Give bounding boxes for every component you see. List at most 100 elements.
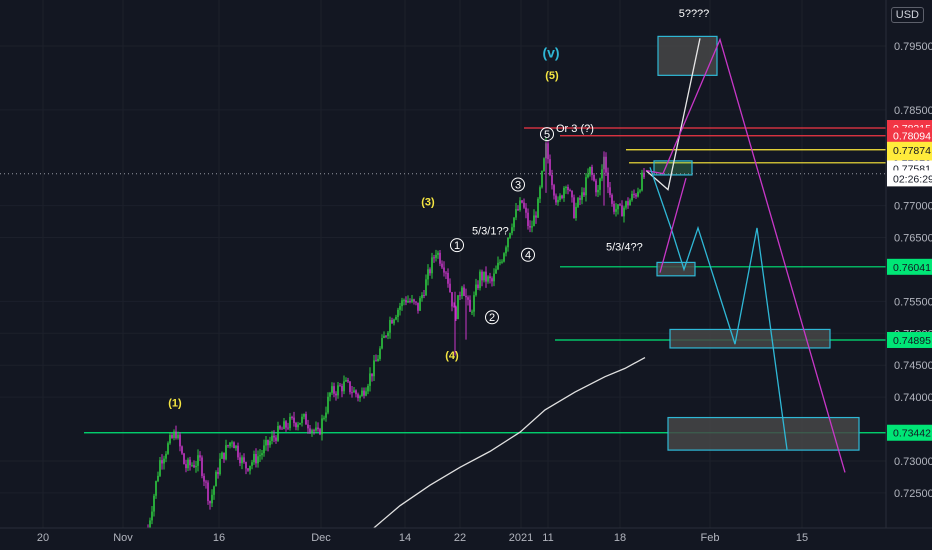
price-axis[interactable]: 0.795000.785000.770000.765000.755000.750… (885, 0, 932, 550)
candle-body (261, 453, 263, 456)
time-tick-label: Dec (311, 532, 331, 544)
candle-body (617, 204, 619, 210)
candle-body (295, 422, 297, 428)
price-tag-label: 0.78094 (893, 131, 931, 143)
candle-body (535, 215, 537, 218)
circled-wave-marker (450, 238, 464, 253)
candle-body (251, 462, 253, 466)
time-tick-label: 18 (614, 532, 626, 544)
candle-body (151, 511, 153, 521)
candle-body (453, 306, 455, 308)
candle-body (193, 465, 195, 468)
candle-body (563, 187, 565, 199)
wave-label: 5???? (679, 8, 710, 20)
candle-body (629, 200, 631, 206)
candle-body (303, 414, 305, 417)
candle-body (419, 298, 421, 311)
price-tick-label: 0.76500 (894, 233, 932, 245)
price-tick-label: 0.74000 (894, 392, 932, 404)
time-axis[interactable]: 20 Nov 16 Dec 14 22 2021 11 18 Feb 15 (0, 527, 932, 550)
chart-grid (0, 0, 886, 528)
candle-body (361, 390, 363, 397)
candle-body (399, 306, 401, 310)
candle-body (349, 381, 351, 393)
wave-label: (4) (445, 350, 459, 362)
price-tag-label: 0.77874 (893, 145, 931, 157)
price-tick-label: 0.73000 (894, 456, 932, 468)
candle-body (431, 257, 433, 274)
candle-body (321, 418, 323, 435)
candle-body (385, 335, 387, 337)
candle-body (161, 460, 163, 464)
candle-body (559, 195, 561, 200)
candle-body (429, 269, 431, 274)
candle-body (605, 156, 607, 173)
candle-body (277, 425, 279, 441)
target-box (667, 416, 860, 451)
price-tick-label: 0.75500 (894, 296, 932, 308)
candle-body (533, 215, 535, 227)
candle-body (187, 459, 189, 469)
target-box (657, 35, 718, 76)
candle-body (293, 417, 295, 423)
candle-body (543, 158, 545, 171)
candle-body (489, 276, 491, 279)
candle-body (249, 465, 251, 471)
candle-body (515, 209, 517, 218)
candle-body (579, 198, 581, 200)
candle-body (491, 278, 493, 282)
candle-body (345, 380, 347, 382)
candle-body (387, 332, 389, 336)
candle-body (467, 297, 469, 300)
projection-magenta-small (659, 177, 687, 273)
candle-body (223, 452, 225, 460)
candle-body (351, 392, 353, 394)
candle-body (607, 172, 609, 188)
candle-body (531, 226, 533, 228)
candle-body (405, 300, 407, 303)
candle-body (439, 252, 441, 264)
candle-body (217, 471, 219, 475)
candle-body (505, 247, 507, 254)
price-tag-label: 0.73442 (893, 428, 931, 440)
candle-body (455, 306, 457, 320)
candle-body (521, 200, 523, 203)
projection-cyan (649, 167, 788, 450)
projection-lines (645, 37, 846, 473)
candle-body (401, 300, 403, 307)
time-tick-label: 14 (399, 532, 411, 544)
circled-wave-number: 3 (515, 179, 521, 191)
candle-body (445, 272, 447, 274)
candle-body (289, 416, 291, 429)
candle-body (449, 283, 451, 293)
candle-body (561, 195, 563, 199)
candle-body (331, 386, 333, 393)
candle-body (355, 390, 357, 395)
candle-body (367, 385, 369, 392)
candle-body (633, 193, 635, 195)
time-tick-label: 11 (542, 532, 553, 544)
candle-body (353, 390, 355, 393)
candle-body (443, 267, 445, 273)
candle-body (335, 393, 337, 396)
candle-body (327, 396, 329, 413)
candle-body (427, 269, 429, 280)
candle-body (163, 458, 165, 464)
candle-body (623, 207, 625, 217)
candle-body (167, 443, 169, 454)
candle-body (383, 335, 385, 339)
candle-body (199, 455, 201, 458)
candle-body (473, 295, 475, 312)
candle-body (411, 299, 413, 302)
candle-body (619, 204, 621, 206)
candle-body (413, 299, 415, 302)
candle-body (459, 295, 461, 297)
candle-body (483, 271, 485, 281)
currency-button[interactable]: USD (890, 7, 924, 23)
candle-body (511, 227, 513, 234)
candle-body (227, 445, 229, 447)
target-boxes (653, 35, 860, 451)
candle-body (233, 442, 235, 449)
candle-body (595, 180, 597, 193)
